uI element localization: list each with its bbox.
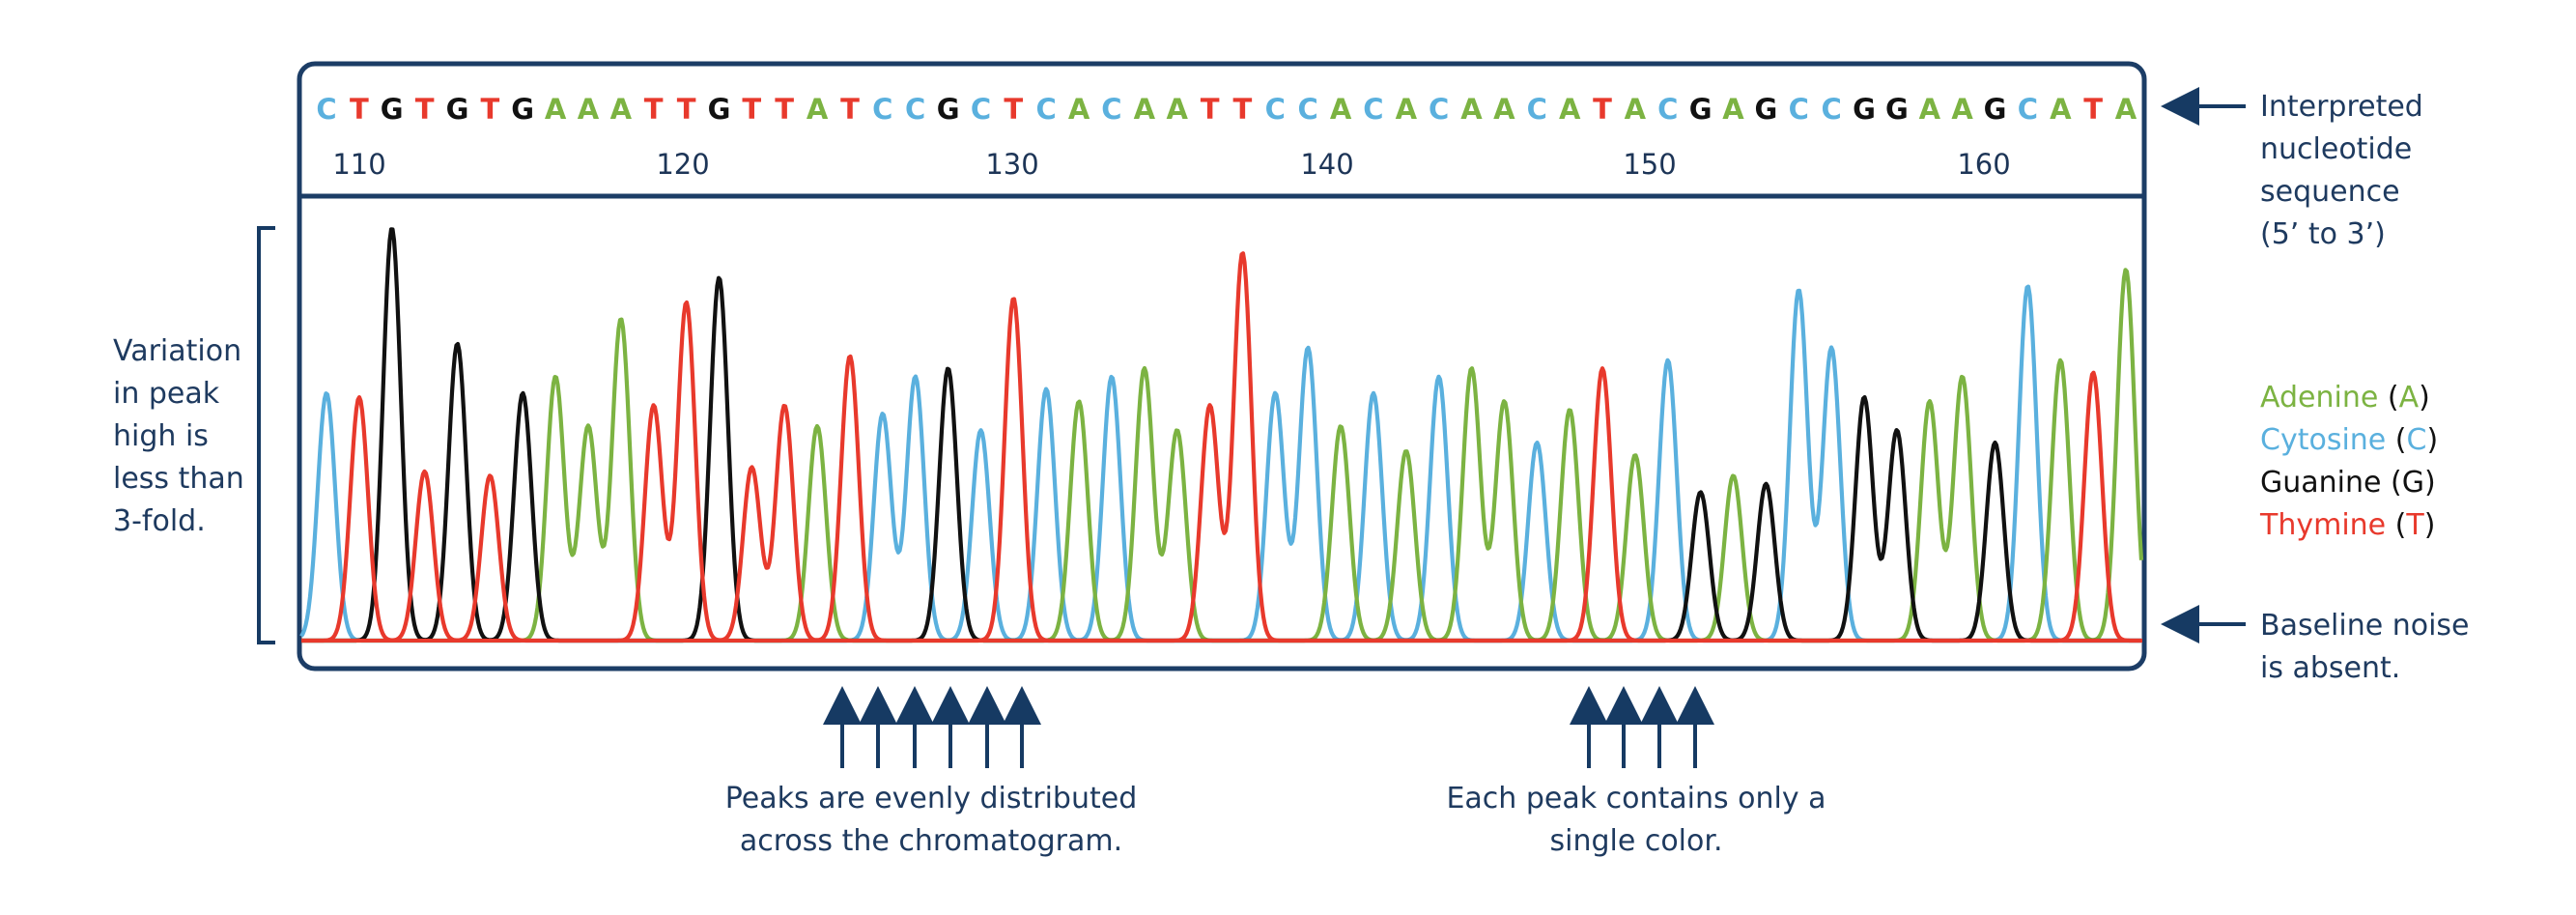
base-letter: A bbox=[1493, 93, 1515, 126]
chromatogram-frame bbox=[297, 61, 2147, 672]
variation-line-2: in peak bbox=[113, 377, 220, 411]
base-letter: T bbox=[1593, 93, 1612, 126]
even-line-1: Peaks are evenly distributed bbox=[725, 782, 1138, 815]
base-letter: G bbox=[446, 93, 469, 126]
base-letter: C bbox=[316, 93, 336, 126]
base-letter: G bbox=[937, 93, 960, 126]
trace-a bbox=[300, 268, 2144, 643]
position-label: 160 bbox=[1957, 148, 2010, 181]
base-letter: G bbox=[1754, 93, 1777, 126]
base-letter: T bbox=[677, 93, 696, 126]
base-letter: A bbox=[545, 93, 567, 126]
base-letter: A bbox=[1951, 93, 1973, 126]
base-letter: A bbox=[1559, 93, 1581, 126]
trace-c bbox=[299, 284, 2142, 643]
interpreted-line-1: Interpreted bbox=[2260, 90, 2423, 124]
base-letter: C bbox=[1527, 93, 1547, 126]
baseline-note: Baseline noise is absent. bbox=[2260, 609, 2470, 685]
variation-line-1: Variation bbox=[113, 334, 241, 368]
baseline-line-2: is absent. bbox=[2260, 651, 2400, 685]
base-letter: C bbox=[1789, 93, 1809, 126]
base-letter: C bbox=[1657, 93, 1678, 126]
base-letter: A bbox=[2115, 93, 2137, 126]
base-letter: G bbox=[1984, 93, 2007, 126]
base-letter: T bbox=[481, 93, 500, 126]
base-letter: A bbox=[610, 93, 633, 126]
base-letter: T bbox=[1004, 93, 1023, 126]
base-letter: A bbox=[1460, 93, 1483, 126]
base-letter: A bbox=[1134, 93, 1156, 126]
interpreted-note: Interpreted nucleotide sequence (5’ to 3… bbox=[2260, 90, 2423, 251]
variation-line-4: less than bbox=[113, 462, 244, 496]
variation-note: Variation in peak high is less than 3-fo… bbox=[113, 334, 244, 538]
base-letter: A bbox=[1396, 93, 1418, 126]
base-letter: G bbox=[708, 93, 731, 126]
base-letter: A bbox=[578, 93, 600, 126]
variation-line-3: high is bbox=[113, 419, 209, 453]
base-letter: A bbox=[1068, 93, 1090, 126]
base-letter: C bbox=[1821, 93, 1841, 126]
base-letter: A bbox=[1625, 93, 1647, 126]
trace-t bbox=[300, 251, 2142, 643]
base-letter: C bbox=[905, 93, 925, 126]
base-letter: C bbox=[971, 93, 991, 126]
even-line-2: across the chromatogram. bbox=[740, 824, 1122, 858]
base-letter: G bbox=[511, 93, 534, 126]
legend-item-adenine: Adenine (A) bbox=[2260, 381, 2430, 415]
single-color-arrows bbox=[1570, 686, 1714, 768]
base-letter: A bbox=[2050, 93, 2072, 126]
legend-item-guanine: Guanine (G) bbox=[2260, 466, 2436, 500]
base-letter: C bbox=[1429, 93, 1449, 126]
base-letter: T bbox=[1201, 93, 1220, 126]
single-color-note: Each peak contains only a single color. bbox=[1446, 782, 1826, 858]
base-letter: G bbox=[381, 93, 404, 126]
base-letter: C bbox=[2018, 93, 2038, 126]
variation-line-5: 3-fold. bbox=[113, 504, 206, 538]
base-letter: A bbox=[1330, 93, 1352, 126]
base-letter: G bbox=[1853, 93, 1876, 126]
legend-item-thymine: Thymine (T) bbox=[2259, 508, 2435, 542]
base-letter: G bbox=[1885, 93, 1909, 126]
base-letter: T bbox=[742, 93, 761, 126]
base-letter: T bbox=[2083, 93, 2103, 126]
legend-item-cytosine: Cytosine (C) bbox=[2260, 423, 2438, 457]
position-label: 140 bbox=[1300, 148, 1353, 181]
base-letter: T bbox=[350, 93, 369, 126]
position-label: 150 bbox=[1623, 148, 1676, 181]
base-letter: C bbox=[1363, 93, 1383, 126]
variation-bracket bbox=[257, 226, 275, 644]
base-letter: A bbox=[1166, 93, 1188, 126]
even-distribution-arrows bbox=[823, 686, 1041, 768]
base-letter: A bbox=[807, 93, 829, 126]
trace-area bbox=[299, 227, 2144, 643]
base-letter: A bbox=[1919, 93, 1941, 126]
base-letter: C bbox=[1265, 93, 1286, 126]
base-letter: T bbox=[1233, 93, 1253, 126]
position-labels: 110 120 130 140 150 160 bbox=[332, 148, 2010, 181]
base-letter: C bbox=[1298, 93, 1318, 126]
base-letter: C bbox=[1101, 93, 1121, 126]
base-letter: C bbox=[1036, 93, 1057, 126]
single-line-1: Each peak contains only a bbox=[1446, 782, 1826, 815]
base-letter: A bbox=[1722, 93, 1744, 126]
single-line-2: single color. bbox=[1549, 824, 1722, 858]
base-letter: C bbox=[872, 93, 892, 126]
position-label: 130 bbox=[985, 148, 1038, 181]
base-legend: Adenine (A) Cytosine (C) Guanine (G) Thymin… bbox=[2259, 381, 2438, 542]
base-letter: T bbox=[775, 93, 794, 126]
even-distribution-note: Peaks are evenly distributed across the … bbox=[725, 782, 1138, 858]
base-letter: T bbox=[840, 93, 860, 126]
interpreted-line-3: sequence bbox=[2260, 175, 2400, 209]
interpreted-line-4: (5’ to 3’) bbox=[2260, 217, 2386, 251]
base-letter: G bbox=[1689, 93, 1713, 126]
interpreted-line-2: nucleotide bbox=[2260, 132, 2412, 166]
baseline-line-1: Baseline noise bbox=[2260, 609, 2470, 643]
position-label: 110 bbox=[332, 148, 385, 181]
position-label: 120 bbox=[656, 148, 709, 181]
base-letter: T bbox=[415, 93, 435, 126]
trace-g bbox=[300, 227, 2142, 643]
base-letter: T bbox=[644, 93, 664, 126]
